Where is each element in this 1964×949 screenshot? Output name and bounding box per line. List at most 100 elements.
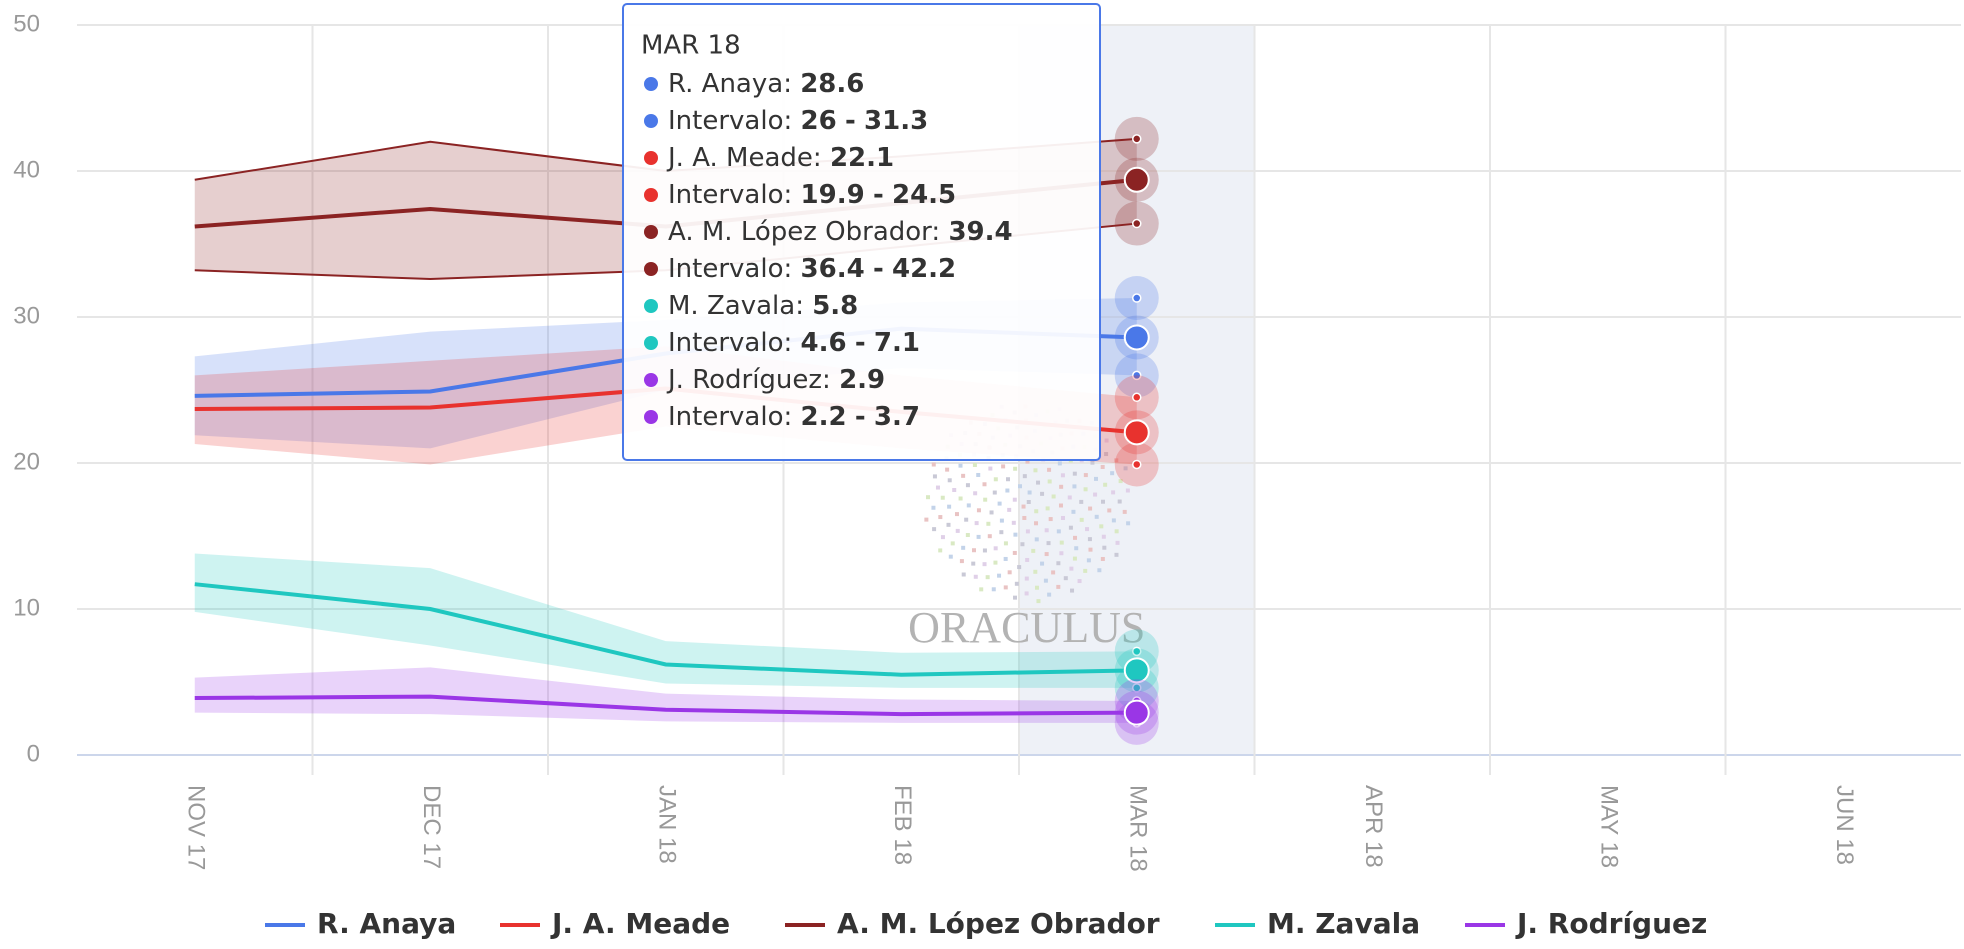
watermark-dot: [1024, 591, 1029, 596]
y-tick-label: 30: [13, 302, 40, 329]
tooltip-text: 19.9: [801, 180, 865, 210]
watermark-dot: [1071, 509, 1076, 514]
watermark-dot: [1118, 479, 1123, 484]
tooltip-dot: [644, 262, 658, 276]
watermark-dot: [1083, 473, 1088, 478]
watermark-dot: [987, 534, 992, 539]
tooltip-text: :: [813, 143, 822, 173]
tooltip-text: :: [931, 217, 940, 247]
watermark-dot: [982, 562, 987, 567]
watermark-dot: [1125, 488, 1130, 493]
range-band: [194, 667, 1137, 723]
watermark-dot: [997, 501, 1002, 506]
x-tick-label: FEB 18: [889, 785, 916, 865]
watermark-dot: [1051, 570, 1056, 575]
watermark-dot: [1013, 532, 1018, 537]
watermark-dot: [1051, 494, 1056, 499]
point: [1123, 166, 1150, 193]
tooltip-dot: [644, 151, 658, 165]
tooltip-text: :: [783, 254, 792, 284]
x-tick-label: JAN 18: [653, 785, 680, 864]
watermark-dot: [993, 546, 998, 551]
watermark-dot: [986, 521, 991, 526]
tooltip-text: -: [873, 180, 884, 210]
range-band: [194, 553, 1137, 688]
watermark-dot: [1005, 488, 1010, 493]
watermark-dot: [1057, 461, 1062, 466]
tooltip-row: Intervalo: 2.2 - 3.7: [668, 402, 920, 432]
watermark-dot: [974, 521, 979, 526]
watermark-dot: [1060, 515, 1065, 520]
watermark-dot: [1047, 592, 1052, 597]
watermark-dot: [1067, 495, 1072, 500]
x-tick-label: MAR 18: [1124, 785, 1151, 872]
watermark-dot: [1021, 504, 1026, 509]
watermark-dot: [952, 488, 957, 493]
y-tick-label: 20: [13, 448, 40, 475]
watermark-dot: [1085, 527, 1090, 532]
watermark-dot: [947, 504, 952, 509]
watermark-dot: [1007, 570, 1012, 575]
tooltip-dot: [644, 188, 658, 202]
watermark-dot: [1100, 464, 1105, 469]
tooltip-text: A. M. López Obrador: [668, 217, 932, 247]
watermark-dot: [938, 515, 943, 520]
watermark-dot: [1122, 509, 1127, 514]
watermark-dot: [1088, 547, 1093, 552]
watermark-dot: [1093, 492, 1098, 497]
watermark-dot: [1048, 517, 1053, 522]
range-point: [1132, 646, 1142, 657]
watermark-dot: [1099, 524, 1104, 529]
watermark-dot: [1114, 529, 1119, 534]
watermark-dot: [1025, 529, 1030, 534]
watermark-dot: [973, 574, 978, 579]
range-point: [1132, 218, 1142, 229]
watermark-dot: [1044, 528, 1049, 533]
tooltip-text: :: [783, 402, 792, 432]
legend-label[interactable]: J. Rodríguez: [1515, 907, 1707, 940]
watermark-dot: [1031, 548, 1036, 553]
watermark-dot: [1115, 540, 1120, 545]
watermark-dot: [1086, 558, 1091, 563]
watermark-dot: [991, 587, 996, 592]
watermark-dot: [964, 517, 969, 522]
watermark-dot: [961, 545, 966, 550]
watermark-dot: [1072, 556, 1077, 561]
watermark-dot: [979, 587, 984, 592]
legend-label[interactable]: J. A. Meade: [550, 907, 730, 940]
watermark-dot: [1044, 552, 1049, 557]
watermark-dot: [1110, 471, 1115, 476]
watermark-dot: [1059, 484, 1064, 489]
watermark-dot: [1090, 460, 1095, 465]
watermark-dot: [976, 534, 981, 539]
watermark-dot: [947, 478, 952, 483]
watermark-dot: [972, 462, 977, 467]
watermark-dot: [1097, 568, 1102, 573]
watermark-dot: [983, 497, 988, 502]
watermark-dot: [1014, 581, 1019, 586]
watermark-dot: [954, 512, 959, 517]
watermark-dot: [1088, 506, 1093, 511]
watermark-dot: [1087, 537, 1092, 542]
watermark-dot: [1013, 466, 1018, 471]
watermark-dot: [935, 485, 940, 490]
legend-label[interactable]: A. M. López Obrador: [837, 907, 1160, 940]
watermark-dot: [985, 575, 990, 580]
tooltip: MAR 18 R. Anaya: 28.6 Intervalo: 26 - 31.3…: [622, 3, 1101, 461]
tooltip-text: 22.1: [830, 143, 894, 173]
watermark-dot: [1056, 584, 1061, 589]
legend-label[interactable]: R. Anaya: [317, 907, 456, 940]
x-tick-label: JUN 18: [1831, 785, 1858, 865]
watermark-dot: [1102, 545, 1107, 550]
watermark-dot: [1094, 476, 1099, 481]
watermark-dot: [1117, 499, 1122, 504]
range-point: [1132, 370, 1142, 381]
range-point: [1132, 392, 1142, 403]
tooltip-row: J. A. Meade: 22.1: [666, 143, 894, 173]
legend-label[interactable]: M. Zavala: [1267, 907, 1420, 940]
tooltip-text: 26: [801, 106, 837, 136]
y-tick-label: 0: [27, 740, 40, 767]
watermark-dot: [1013, 595, 1018, 600]
tooltip-row: A. M. López Obrador: 39.4: [668, 217, 1013, 247]
watermark-dot: [976, 472, 981, 477]
